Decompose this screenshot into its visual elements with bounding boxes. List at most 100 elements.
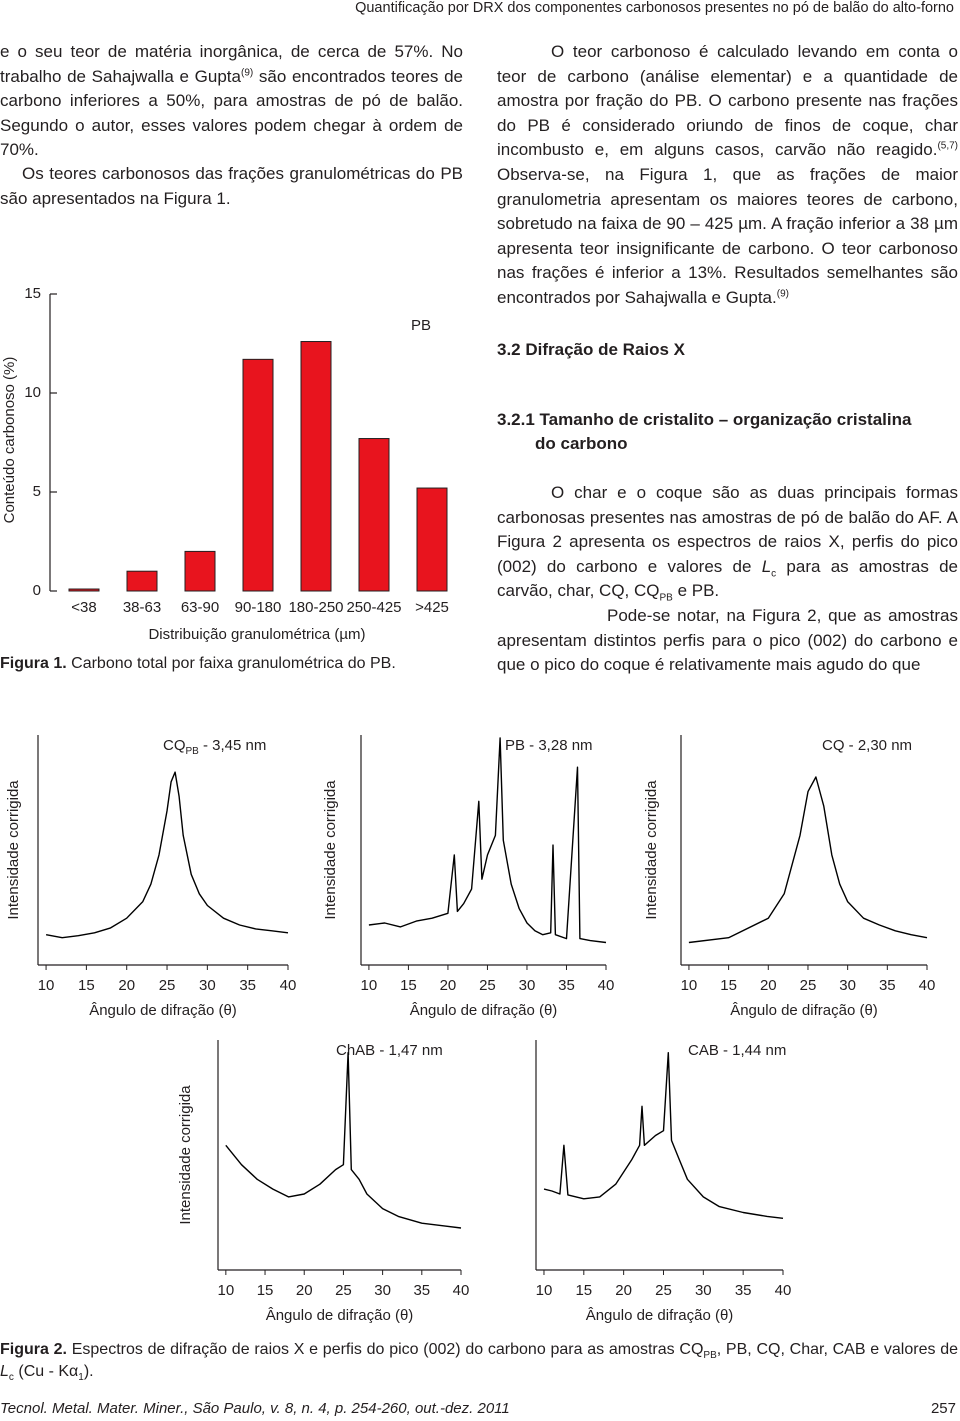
x-axis-label: Ângulo de difração (θ): [586, 1307, 734, 1324]
x-axis-label: Distribuição granulométrica (µm): [148, 626, 365, 643]
citation: (9): [776, 288, 789, 300]
section-heading: 3.2 Difração de Raios X: [497, 340, 686, 359]
x-tick-label: 10: [38, 977, 55, 994]
subscript: PB: [659, 592, 673, 604]
paragraph: O char e o coque são as duas principais …: [497, 481, 958, 604]
citation: Tecnol. Metal. Mater. Miner., São Paulo,…: [0, 1400, 510, 1417]
bar: [300, 341, 332, 592]
text: Observa-se, na Figura 1, que as frações …: [497, 164, 958, 307]
x-tick-label: 30: [519, 977, 536, 994]
panel-title: CQ - 2,30 nm: [822, 737, 912, 754]
x-tick-label: 15: [575, 1282, 592, 1299]
x-tick-label: 40: [453, 1282, 470, 1299]
x-tick-label: 15: [400, 977, 417, 994]
figure-caption: Figura 2. Espectros de difração de raios…: [0, 1339, 958, 1383]
x-tick-label: 20: [760, 977, 777, 994]
symbol: L: [0, 1363, 9, 1380]
x-tick-label: 30: [199, 977, 216, 994]
x-tick-label: 15: [720, 977, 737, 994]
y-tick-label: 15: [24, 285, 41, 302]
x-tick-label: 35: [735, 1282, 752, 1299]
y-tick-label: 10: [24, 384, 41, 401]
x-tick-label: 250-425: [346, 599, 401, 616]
x-tick-label: 63-90: [181, 599, 219, 616]
title-subscript: PB: [186, 746, 200, 757]
bar: [358, 438, 390, 592]
figure-caption: Figura 1. Carbono total por faixa granul…: [0, 653, 470, 675]
y-tick-label: 5: [33, 483, 41, 500]
citation: (9): [240, 66, 254, 78]
bar: [68, 588, 100, 592]
x-tick-label: 25: [479, 977, 496, 994]
x-axis-label: Ângulo de difração (θ): [266, 1307, 414, 1324]
x-tick-label: 25: [655, 1282, 672, 1299]
x-tick-label: 35: [239, 977, 256, 994]
text: O char e o coque são as duas principais …: [497, 483, 958, 576]
x-tick-label: 90-180: [235, 599, 282, 616]
text: são encontrados teores de carbono inferi…: [0, 66, 463, 160]
bar: [126, 570, 158, 592]
bar: [184, 550, 216, 592]
x-axis-label: Ângulo de difração (θ): [730, 1002, 878, 1019]
x-tick-label: 30: [374, 1282, 391, 1299]
x-tick-label: 10: [361, 977, 378, 994]
subsection-heading: 3.2.1 Tamanho de cristalito – organizaçã…: [497, 410, 912, 429]
caption-label: Figura 2.: [0, 1341, 67, 1358]
x-tick-label: 10: [217, 1282, 234, 1299]
x-tick-label: 15: [78, 977, 95, 994]
text: para as amostras de carvão, char, CQ, CQ: [497, 556, 958, 601]
title-text: - 3,45 nm: [199, 737, 267, 754]
symbol: α: [69, 1363, 79, 1380]
x-tick-label: 40: [919, 977, 936, 994]
x-tick-label: 35: [879, 977, 896, 994]
paragraph: Pode-se notar, na Figura 2, que as amost…: [497, 606, 958, 675]
x-tick-label: 180-250: [288, 599, 343, 616]
subscript: 1: [78, 1372, 84, 1384]
x-tick-label: 10: [681, 977, 698, 994]
y-axis-label: Conteúdo carbonoso (%): [1, 357, 18, 524]
text: e PB.: [672, 581, 720, 601]
caption-text: (Cu - K: [18, 1363, 70, 1380]
x-tick-label: 10: [536, 1282, 553, 1299]
x-tick-label: 15: [257, 1282, 274, 1299]
paragraph: e o seu teor de matéria inorgânica, de c…: [0, 40, 463, 163]
page-number: 257: [930, 1400, 956, 1417]
caption-label: Figura 1.: [0, 655, 67, 672]
bar: [416, 487, 448, 592]
x-tick-label: 25: [335, 1282, 352, 1299]
panel-title: PB - 3,28 nm: [505, 737, 593, 754]
y-axis-label: Intensidade corrigida: [322, 780, 339, 920]
caption-text: , PB, CQ, Char, CAB e valores de: [716, 1341, 959, 1358]
paragraph: O teor carbonoso é calculado levando em …: [497, 40, 958, 311]
caption-text: ).: [83, 1363, 94, 1380]
x-tick-label: 20: [440, 977, 457, 994]
y-tick-label: 0: [33, 582, 41, 599]
caption-text: Espectros de difração de raios X e perfi…: [71, 1341, 704, 1358]
subscript: c: [771, 568, 777, 580]
x-tick-label: 40: [598, 977, 615, 994]
x-tick-label: 40: [775, 1282, 792, 1299]
subsection-heading: do carbono: [535, 434, 628, 453]
x-tick-label: >425: [415, 599, 449, 616]
citation: (5,7): [937, 140, 958, 152]
x-tick-label: 40: [280, 977, 297, 994]
panel-title: CAB - 1,44 nm: [688, 1042, 786, 1059]
subscript: PB: [703, 1350, 717, 1362]
x-tick-label: 20: [118, 977, 135, 994]
annotation: PB: [411, 317, 431, 334]
x-tick-label: 25: [800, 977, 817, 994]
caption-text: Carbono total por faixa granulométrica d…: [71, 655, 396, 672]
x-tick-label: 35: [558, 977, 575, 994]
y-axis-label: Intensidade corrigida: [177, 1085, 194, 1225]
paragraph: Os teores carbonosos das frações granulo…: [0, 164, 463, 208]
spectrum-line: [543, 1052, 784, 1219]
running-header: Quantificação por DRX dos componentes ca…: [355, 0, 954, 16]
y-axis-label: Intensidade corrigida: [5, 780, 22, 920]
x-tick-label: <38: [71, 599, 96, 616]
x-tick-label: 38-63: [123, 599, 161, 616]
x-tick-label: 30: [695, 1282, 712, 1299]
subscript: c: [8, 1372, 14, 1384]
x-tick-label: 30: [839, 977, 856, 994]
